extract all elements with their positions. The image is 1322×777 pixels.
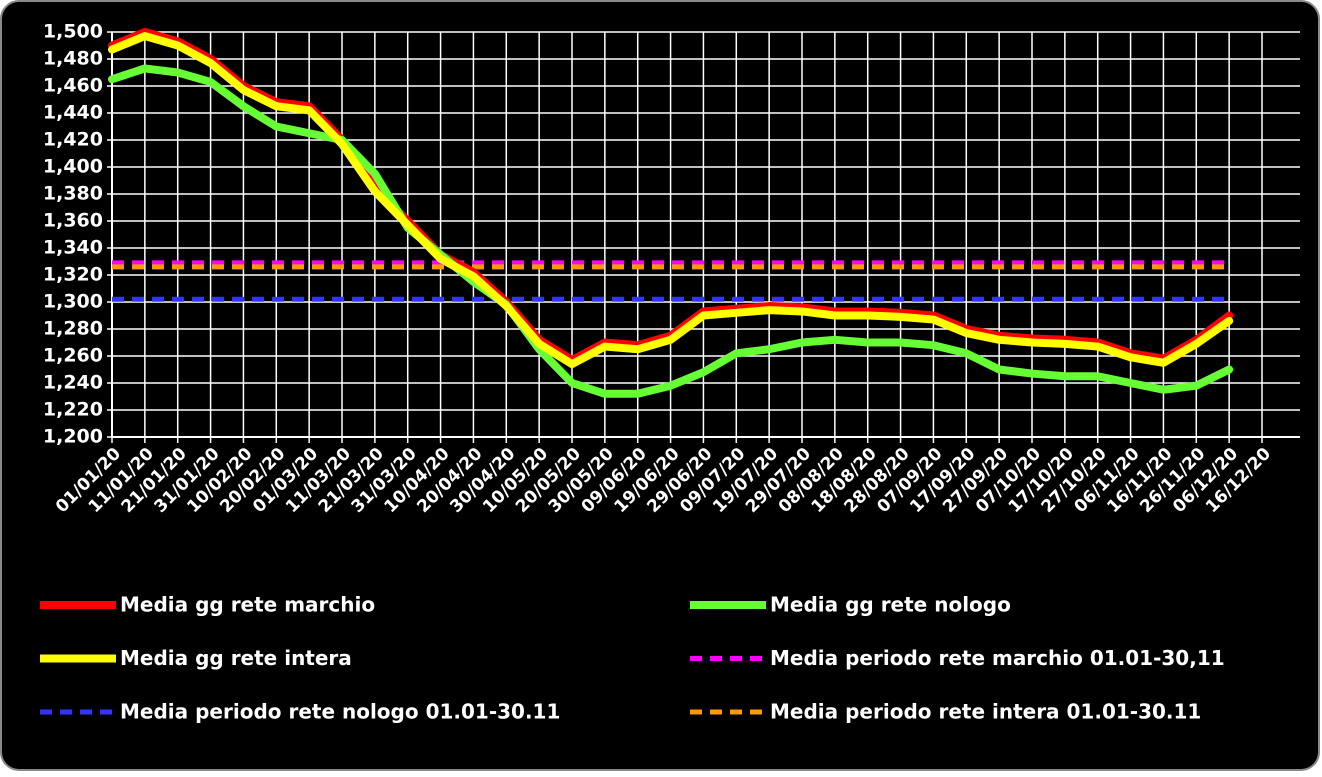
y-tick-label: 1,460 [43,75,103,97]
y-tick-label: 1,300 [43,291,103,313]
y-tick-label: 1,380 [43,183,103,205]
y-tick-label: 1,420 [43,129,103,151]
y-tick-label: 1,500 [43,21,103,43]
y-tick-label: 1,240 [43,372,103,394]
legend-label: Media gg rete marchio [120,593,375,617]
legend: Media gg rete marchio Media gg rete nolog… [40,593,1225,724]
y-tick-label: 1,340 [43,237,103,259]
y-tick-label: 1,400 [43,156,103,178]
legend-label: Media periodo rete marchio 01.01-30,11 [770,646,1225,670]
y-tick-label: 1,320 [43,264,103,286]
y-tick-label: 1,260 [43,345,103,367]
y-tick-label: 1,360 [43,210,103,232]
y-tick-label: 1,220 [43,399,103,421]
legend-label: Media gg rete nologo [770,593,1011,617]
lines [108,28,1234,398]
legend-label: Media gg rete intera [120,646,352,670]
legend-label: Media periodo rete intera 01.01-30.11 [770,700,1201,724]
y-tick-label: 1,480 [43,48,103,70]
y-tick-label: 1,280 [43,318,103,340]
series-line [108,32,1234,369]
legend-label: Media periodo rete nologo 01.01-30.11 [120,700,560,724]
series-line [108,64,1234,398]
y-tick-label: 1,200 [43,426,103,448]
y-tick-label: 1,440 [43,102,103,124]
